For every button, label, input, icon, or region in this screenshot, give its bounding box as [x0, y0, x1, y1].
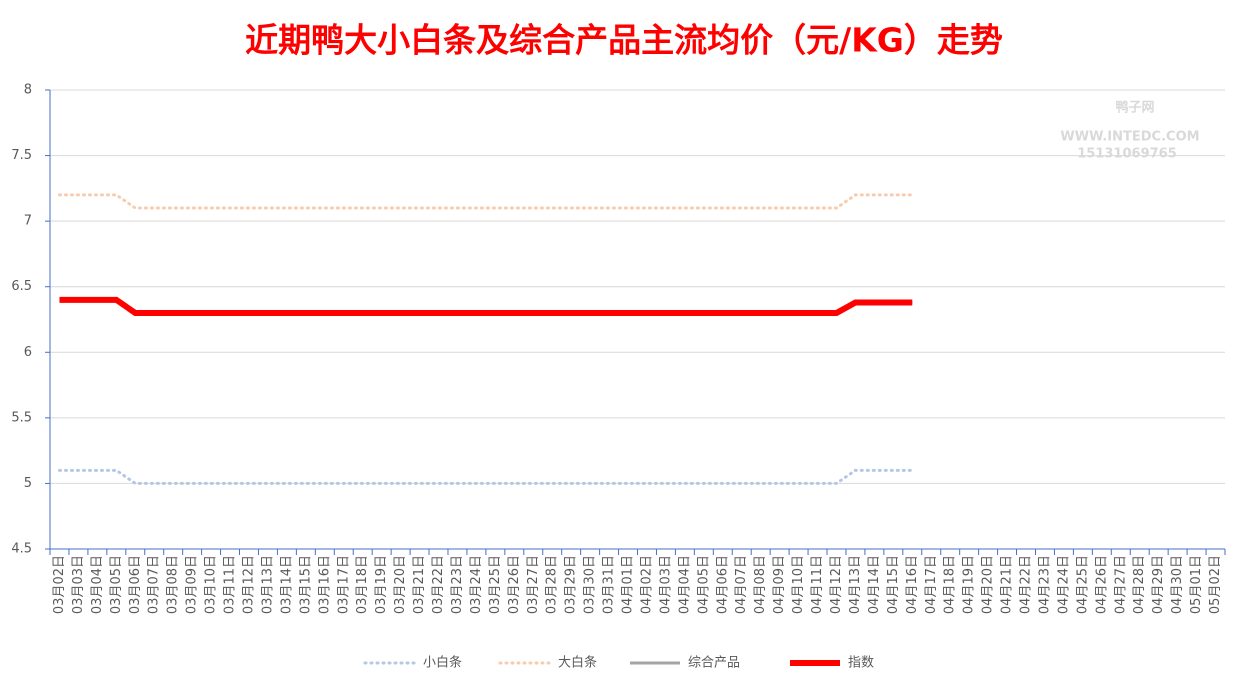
- series-line: [57, 193, 914, 210]
- x-tick-label: 04月11日: [810, 555, 825, 614]
- watermark: 鸭子网: [1115, 100, 1154, 116]
- x-tick-label: 04月15日: [886, 555, 901, 614]
- x-tick-label: 03月11日: [223, 555, 238, 614]
- x-tick-label: 03月14日: [279, 555, 294, 614]
- legend-label: 小白条: [423, 655, 462, 671]
- x-tick-label: 03月27日: [526, 555, 541, 614]
- legend-label: 综合产品: [688, 656, 740, 671]
- x-tick-label: 04月23日: [1037, 555, 1052, 614]
- x-tick-label: 05月02日: [1208, 555, 1223, 614]
- x-tick-label: 04月28日: [1132, 555, 1147, 614]
- watermark: 15131069765: [1077, 147, 1177, 162]
- x-tick-label: 03月02日: [52, 555, 67, 614]
- x-tick-label: 04月29日: [1151, 555, 1166, 614]
- x-tick-label: 03月18日: [355, 555, 370, 614]
- x-tick-label: 03月12日: [241, 555, 256, 614]
- x-tick-label: 04月20日: [981, 555, 996, 614]
- x-tick-label: 04月13日: [848, 555, 863, 614]
- x-tick-label: 03月10日: [204, 555, 219, 614]
- x-tick-label: 03月24日: [469, 555, 484, 614]
- x-tick-label: 03月29日: [564, 555, 579, 614]
- x-tick-label: 03月03日: [71, 555, 86, 614]
- x-tick-label: 04月08日: [753, 555, 768, 614]
- y-tick-label: 7: [24, 214, 32, 229]
- x-tick-label: 04月07日: [734, 555, 749, 614]
- legend-label: 大白条: [558, 655, 597, 671]
- x-tick-label: 04月10日: [791, 555, 806, 614]
- x-tick-label: 04月22日: [1019, 555, 1034, 614]
- x-tick-label: 03月13日: [260, 555, 275, 614]
- x-tick-label: 04月26日: [1094, 555, 1109, 614]
- x-tick-label: 03月22日: [431, 555, 446, 614]
- x-tick-label: 03月16日: [317, 555, 332, 614]
- x-tick-label: 03月26日: [507, 555, 522, 614]
- x-tick-label: 03月28日: [545, 555, 560, 614]
- x-tick-label: 03月20日: [393, 555, 408, 614]
- x-tick-label: 03月17日: [336, 555, 351, 614]
- x-tick-label: 03月23日: [450, 555, 465, 614]
- x-tick-label: 03月30日: [583, 555, 598, 614]
- series-line: [57, 468, 914, 485]
- x-tick-label: 03月06日: [128, 555, 143, 614]
- watermark: WWW.INTEDC.COM: [1060, 130, 1199, 145]
- x-tick-label: 04月16日: [905, 555, 920, 614]
- x-tick-label: 04月09日: [772, 555, 787, 614]
- x-tick-label: 04月17日: [924, 555, 939, 614]
- x-tick-label: 04月14日: [867, 555, 882, 614]
- x-tick-label: 05月01日: [1189, 555, 1204, 614]
- x-tick-label: 04月02日: [639, 555, 654, 614]
- x-tick-label: 03月25日: [488, 555, 503, 614]
- y-tick-label: 5: [24, 476, 32, 491]
- y-tick-label: 6: [24, 345, 32, 360]
- y-tick-label: 8: [24, 83, 32, 98]
- x-tick-label: 04月30日: [1170, 555, 1185, 614]
- x-tick-label: 03月09日: [185, 555, 200, 614]
- y-tick-label: 5.5: [11, 410, 32, 425]
- x-tick-label: 03月07日: [147, 555, 162, 614]
- x-tick-label: 04月27日: [1113, 555, 1128, 614]
- x-tick-label: 04月21日: [1000, 555, 1015, 614]
- y-tick-label: 6.5: [11, 279, 32, 294]
- y-tick-label: 7.5: [11, 148, 32, 163]
- x-tick-label: 03月05日: [109, 555, 124, 614]
- y-tick-label: 4.5: [11, 542, 32, 557]
- x-tick-label: 04月18日: [943, 555, 958, 614]
- x-tick-label: 03月15日: [298, 555, 313, 614]
- x-tick-label: 03月21日: [412, 555, 427, 614]
- x-tick-label: 04月12日: [829, 555, 844, 614]
- x-tick-label: 04月03日: [658, 555, 673, 614]
- x-tick-label: 04月01日: [621, 555, 636, 614]
- x-tick-label: 04月24日: [1056, 555, 1071, 614]
- x-tick-label: 04月19日: [962, 555, 977, 614]
- series-line: [59, 296, 913, 316]
- legend-label: 指数: [848, 656, 874, 671]
- x-tick-label: 04月05日: [696, 555, 711, 614]
- x-tick-label: 03月08日: [166, 555, 181, 614]
- chart-title: 近期鸭大小白条及综合产品主流均价（元/KG）走势: [245, 21, 1003, 60]
- x-tick-label: 03月04日: [90, 555, 105, 614]
- x-tick-label: 03月19日: [374, 555, 389, 614]
- x-tick-label: 03月31日: [602, 555, 617, 614]
- x-tick-label: 04月04日: [677, 555, 692, 614]
- x-tick-label: 04月25日: [1075, 555, 1090, 614]
- x-tick-label: 04月06日: [715, 555, 730, 614]
